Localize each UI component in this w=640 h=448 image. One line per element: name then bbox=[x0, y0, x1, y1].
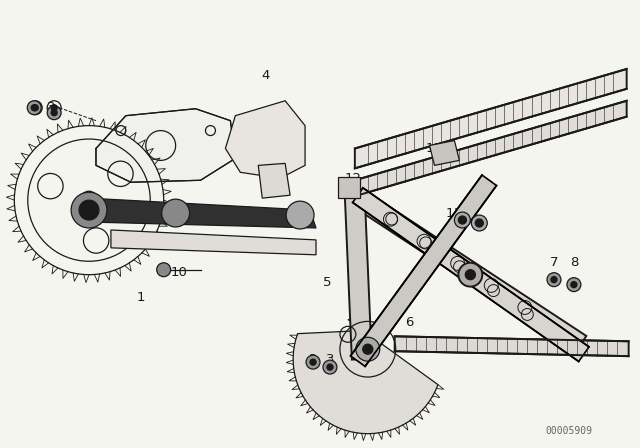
Polygon shape bbox=[355, 101, 627, 196]
Circle shape bbox=[471, 215, 487, 231]
Circle shape bbox=[47, 106, 61, 120]
Text: 3: 3 bbox=[326, 353, 334, 366]
Text: 2: 2 bbox=[308, 353, 317, 366]
Circle shape bbox=[31, 105, 37, 111]
Text: 2: 2 bbox=[30, 101, 38, 114]
Text: 5: 5 bbox=[323, 276, 332, 289]
Polygon shape bbox=[225, 101, 305, 178]
Circle shape bbox=[327, 364, 333, 370]
Text: 3: 3 bbox=[47, 101, 56, 114]
Circle shape bbox=[51, 110, 57, 116]
Circle shape bbox=[547, 273, 561, 287]
Text: 1: 1 bbox=[136, 291, 145, 304]
Circle shape bbox=[28, 101, 41, 115]
Circle shape bbox=[363, 344, 372, 354]
Circle shape bbox=[356, 337, 380, 361]
Circle shape bbox=[306, 355, 320, 369]
Circle shape bbox=[476, 219, 483, 227]
Circle shape bbox=[162, 199, 189, 227]
Polygon shape bbox=[345, 197, 372, 360]
Circle shape bbox=[551, 277, 557, 283]
Circle shape bbox=[79, 200, 99, 220]
Polygon shape bbox=[351, 189, 586, 353]
Circle shape bbox=[80, 191, 98, 209]
Polygon shape bbox=[353, 188, 589, 362]
Polygon shape bbox=[395, 336, 628, 356]
Text: 7: 7 bbox=[550, 256, 558, 269]
Text: 10: 10 bbox=[170, 266, 187, 279]
Circle shape bbox=[458, 263, 483, 287]
Text: 12: 12 bbox=[344, 172, 362, 185]
Text: 8: 8 bbox=[570, 256, 578, 269]
Circle shape bbox=[571, 282, 577, 288]
Circle shape bbox=[567, 278, 581, 292]
Circle shape bbox=[32, 105, 38, 111]
Text: 13: 13 bbox=[426, 142, 443, 155]
Polygon shape bbox=[89, 198, 316, 228]
Text: 00005909: 00005909 bbox=[545, 426, 593, 436]
Polygon shape bbox=[259, 164, 290, 198]
Circle shape bbox=[286, 201, 314, 229]
Text: 6: 6 bbox=[405, 316, 414, 329]
Text: 9: 9 bbox=[478, 215, 486, 228]
Circle shape bbox=[465, 270, 476, 280]
Polygon shape bbox=[96, 109, 236, 182]
Text: 11: 11 bbox=[446, 207, 463, 220]
Circle shape bbox=[454, 212, 470, 228]
Circle shape bbox=[458, 216, 467, 224]
Text: 4: 4 bbox=[261, 69, 269, 82]
Polygon shape bbox=[338, 177, 360, 198]
Polygon shape bbox=[429, 141, 460, 165]
Circle shape bbox=[323, 360, 337, 374]
Circle shape bbox=[157, 263, 171, 277]
Circle shape bbox=[71, 192, 107, 228]
Polygon shape bbox=[351, 175, 497, 366]
Circle shape bbox=[310, 359, 316, 365]
Circle shape bbox=[51, 105, 57, 111]
Polygon shape bbox=[355, 69, 627, 168]
Polygon shape bbox=[111, 230, 316, 255]
Polygon shape bbox=[293, 319, 438, 434]
